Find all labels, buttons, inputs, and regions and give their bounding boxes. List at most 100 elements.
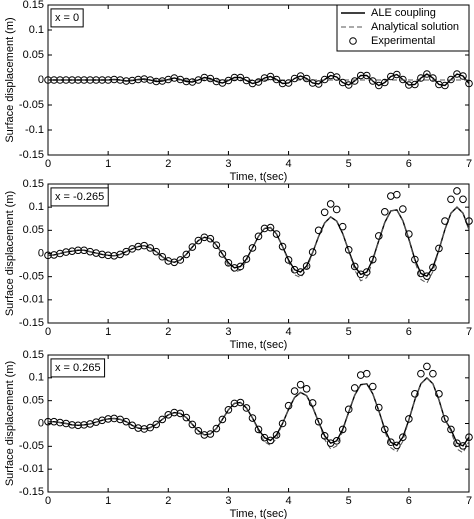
data-point <box>441 217 449 225</box>
data-point <box>116 250 124 259</box>
data-point <box>387 438 395 447</box>
y-tick-label: 0.05 <box>23 49 44 61</box>
data-point <box>194 236 203 245</box>
data-point <box>362 369 371 378</box>
data-point <box>399 205 407 213</box>
data-point <box>188 420 197 429</box>
data-point <box>56 76 64 84</box>
data-point <box>104 251 112 260</box>
data-point <box>74 421 82 430</box>
data-point <box>86 76 94 84</box>
x-tick-label: 1 <box>105 495 111 507</box>
x-tick-label: 5 <box>346 495 352 507</box>
data-point <box>242 76 251 85</box>
y-axis-label: Surface displacement (m) <box>4 191 16 316</box>
data-point <box>152 77 161 86</box>
data-point <box>134 75 143 84</box>
annotation-box <box>50 8 84 28</box>
legend-label: Experimental <box>371 35 435 47</box>
data-point <box>224 406 233 414</box>
legend-label: Analytical solution <box>371 21 459 33</box>
data-point <box>368 255 377 264</box>
x-tick-label: 4 <box>286 326 292 338</box>
data-point <box>314 226 323 235</box>
data-point <box>362 268 371 276</box>
x-tick-label: 7 <box>466 158 472 170</box>
data-point <box>44 251 52 260</box>
data-point <box>326 200 335 208</box>
x-tick-label: 7 <box>466 326 472 338</box>
data-point <box>453 439 461 447</box>
data-point <box>158 252 167 261</box>
data-point <box>296 268 305 276</box>
data-point <box>338 222 347 231</box>
x-tick-label: 0 <box>45 495 51 507</box>
y-tick-label: 0.1 <box>29 372 44 384</box>
annotation: x = -0.265 <box>55 191 104 203</box>
data-point <box>417 74 425 82</box>
data-point <box>459 72 467 80</box>
annotation-box <box>50 187 109 207</box>
data-point <box>104 415 112 423</box>
x-axis-label: Time, t(sec) <box>230 339 288 351</box>
data-point <box>435 244 443 253</box>
data-point <box>453 187 461 195</box>
data-point <box>218 250 227 258</box>
data-point <box>302 262 311 270</box>
data-point <box>224 258 233 267</box>
data-point <box>332 73 341 81</box>
line <box>48 73 470 87</box>
x-tick-label: 6 <box>406 158 412 170</box>
y-tick-label: 0 <box>38 247 44 259</box>
data-point <box>284 256 293 264</box>
data-point <box>182 77 191 86</box>
data-point <box>110 75 118 84</box>
data-point <box>206 430 215 438</box>
x-tick-label: 0 <box>45 158 51 170</box>
data-point <box>236 398 245 407</box>
y-tick-label: 0.15 <box>23 349 44 361</box>
data-point <box>441 81 449 90</box>
data-point <box>146 423 155 432</box>
x-tick-label: 5 <box>346 326 352 338</box>
data-point <box>242 255 251 263</box>
data-point <box>74 246 82 255</box>
data-point <box>405 230 413 238</box>
y-tick-label: 0.1 <box>29 24 44 36</box>
y-axis-label: Surface displacement (m) <box>4 361 16 486</box>
x-tick-label: 2 <box>165 326 171 338</box>
data-point <box>399 75 407 84</box>
x-tick-label: 6 <box>406 326 412 338</box>
x-tick-label: 3 <box>225 158 231 170</box>
data-point <box>320 208 329 217</box>
data-point <box>417 369 425 378</box>
x-tick-label: 6 <box>406 495 412 507</box>
data-point <box>368 382 377 391</box>
y-tick-label: 0 <box>38 74 44 86</box>
data-point <box>417 269 425 278</box>
data-point <box>104 76 112 84</box>
data-point <box>272 230 281 238</box>
data-point <box>44 417 52 426</box>
data-point <box>435 390 443 398</box>
x-tick-label: 3 <box>225 495 231 507</box>
data-point <box>368 77 377 85</box>
data-point <box>423 70 431 78</box>
data-point <box>465 217 473 225</box>
data-point <box>447 195 455 204</box>
data-point <box>44 76 52 84</box>
data-point <box>248 414 257 422</box>
data-point <box>50 76 58 84</box>
data-point <box>122 247 130 256</box>
y-tick-label: 0 <box>38 417 44 429</box>
data-point <box>224 76 233 85</box>
x-tick-label: 2 <box>165 158 171 170</box>
data-point <box>290 387 299 395</box>
data-point <box>230 73 239 82</box>
data-point <box>320 75 329 84</box>
x-tick-label: 0 <box>45 326 51 338</box>
data-point <box>459 442 467 450</box>
data-point <box>320 432 329 440</box>
x-tick-label: 7 <box>466 495 472 507</box>
